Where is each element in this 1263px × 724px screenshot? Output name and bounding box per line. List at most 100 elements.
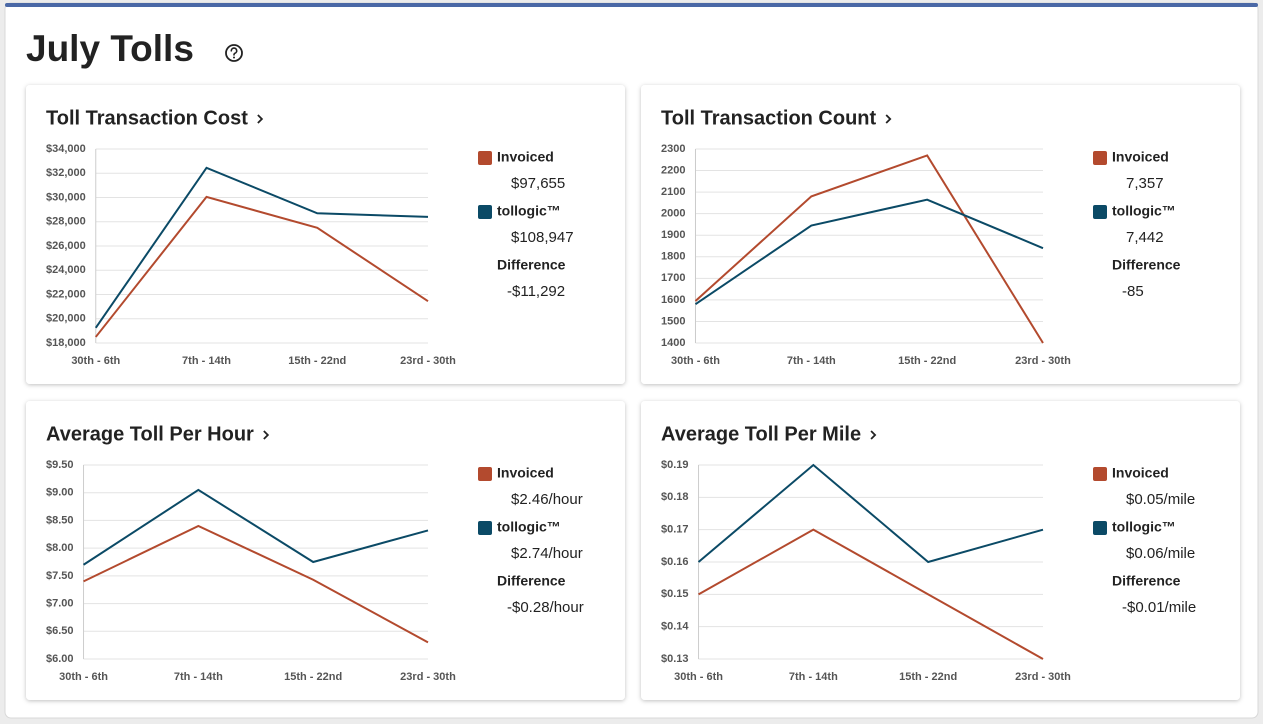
legend-total: 7,357: [1126, 175, 1164, 192]
legend-swatch: [478, 467, 492, 481]
card: [641, 85, 1240, 384]
y-tick-label: $0.13: [661, 653, 689, 665]
legend-total: $0.06/mile: [1126, 545, 1195, 562]
chart-title[interactable]: Average Toll Per Hour: [46, 423, 254, 445]
difference-value: -85: [1122, 283, 1144, 300]
chart-title[interactable]: Average Toll Per Mile: [661, 423, 861, 445]
y-tick-label: 1700: [661, 272, 685, 284]
title-chevron[interactable]: [870, 430, 877, 440]
legend-label: tollogic™: [1112, 519, 1176, 535]
x-tick-label: 7th - 14th: [182, 355, 231, 367]
x-tick-label: 15th - 22nd: [898, 355, 956, 367]
legend-label: tollogic™: [1112, 203, 1176, 219]
y-tick-label: 1600: [661, 294, 685, 306]
y-tick-label: $8.00: [46, 542, 74, 554]
x-tick-label: 15th - 22nd: [899, 671, 957, 683]
y-tick-label: 2200: [661, 164, 685, 176]
x-tick-label: 7th - 14th: [174, 671, 223, 683]
series-line: [698, 528, 1044, 660]
y-tick-label: $34,000: [46, 143, 86, 155]
x-tick-label: 23rd - 30th: [1015, 355, 1071, 367]
y-tick-label: $8.50: [46, 514, 74, 526]
y-tick-label: $0.17: [661, 524, 689, 536]
y-tick-label: $26,000: [46, 240, 86, 252]
chart-card: Average Toll Per Hour $6.00 $6.50 $7.00 $7.5…: [26, 401, 625, 700]
x-tick-label: 15th - 22nd: [284, 671, 342, 683]
legend-total: $0.05/mile: [1126, 491, 1195, 508]
y-tick-label: 1500: [661, 315, 685, 327]
legend-label: Invoiced: [497, 465, 554, 481]
series-line: [94, 166, 429, 329]
page-title: July Tolls: [26, 28, 194, 69]
legend-label: Invoiced: [497, 149, 554, 165]
x-tick-label: 30th - 6th: [671, 355, 720, 367]
legend-swatch: [1093, 205, 1107, 219]
title-chevron[interactable]: [263, 430, 270, 440]
card: [641, 401, 1240, 700]
legend-swatch: [478, 521, 492, 535]
x-tick-label: 7th - 14th: [789, 671, 838, 683]
x-tick-label: 23rd - 30th: [400, 671, 456, 683]
panel-top-border: [5, 3, 1258, 7]
y-tick-label: 2000: [661, 208, 685, 220]
series-line: [694, 198, 1044, 306]
chart-title[interactable]: Toll Transaction Cost: [46, 107, 248, 129]
legend-label: tollogic™: [497, 203, 561, 219]
series-line: [83, 524, 429, 644]
difference-label: Difference: [1112, 257, 1181, 273]
x-tick-label: 30th - 6th: [59, 671, 108, 683]
series-line: [82, 488, 429, 566]
help-icon[interactable]: [225, 44, 243, 62]
y-tick-label: 1800: [661, 251, 685, 263]
chart-card: Average Toll Per Mile $0.13 $0.14 $0.15 $0.1…: [641, 401, 1240, 700]
difference-label: Difference: [1112, 573, 1181, 589]
legend-label: Invoiced: [1112, 465, 1169, 481]
y-tick-label: $22,000: [46, 288, 86, 300]
difference-label: Difference: [497, 573, 566, 589]
series-line: [94, 195, 429, 338]
y-tick-label: 1400: [661, 337, 685, 349]
chart-title[interactable]: Toll Transaction Count: [661, 107, 877, 129]
x-tick-label: 30th - 6th: [71, 355, 120, 367]
y-tick-label: $28,000: [46, 216, 86, 228]
card: [26, 85, 625, 384]
legend-swatch: [478, 205, 492, 219]
y-tick-label: $0.16: [661, 556, 689, 568]
y-tick-label: $24,000: [46, 264, 86, 276]
legend-label: tollogic™: [497, 519, 561, 535]
y-tick-label: $30,000: [46, 191, 86, 203]
title-chevron[interactable]: [885, 114, 892, 124]
legend-swatch: [1093, 151, 1107, 165]
chart-card: Toll Transaction Count 1400 1500 1600 1700 18…: [641, 85, 1240, 384]
legend-total: $97,655: [511, 175, 565, 192]
x-tick-label: 23rd - 30th: [400, 355, 456, 367]
difference-value: -$0.01/mile: [1122, 599, 1196, 616]
chart-card: Toll Transaction Cost $18,000 $20,000 $22,0…: [26, 85, 625, 384]
difference-value: -$11,292: [507, 283, 565, 300]
y-tick-label: $18,000: [46, 337, 86, 349]
difference-label: Difference: [497, 257, 566, 273]
y-tick-label: $32,000: [46, 167, 86, 179]
y-tick-label: $6.00: [46, 653, 74, 665]
y-tick-label: 1900: [661, 229, 685, 241]
y-tick-label: $0.15: [661, 588, 689, 600]
legend-total: $108,947: [511, 229, 574, 246]
legend-total: $2.74/hour: [511, 545, 583, 562]
y-tick-label: $7.50: [46, 570, 74, 582]
y-tick-label: 2100: [661, 186, 685, 198]
difference-value: -$0.28/hour: [507, 599, 584, 616]
y-tick-label: $0.18: [661, 491, 689, 503]
legend-total: 7,442: [1126, 229, 1164, 246]
x-tick-label: 7th - 14th: [787, 355, 836, 367]
y-tick-label: $6.50: [46, 625, 74, 637]
y-tick-label: $9.50: [46, 459, 74, 471]
title-chevron[interactable]: [257, 114, 264, 124]
card: [26, 401, 625, 700]
y-tick-label: $0.19: [661, 459, 689, 471]
x-tick-label: 15th - 22nd: [288, 355, 346, 367]
legend-swatch: [478, 151, 492, 165]
legend-label: Invoiced: [1112, 149, 1169, 165]
y-tick-label: $20,000: [46, 313, 86, 325]
y-tick-label: $0.14: [661, 621, 689, 633]
